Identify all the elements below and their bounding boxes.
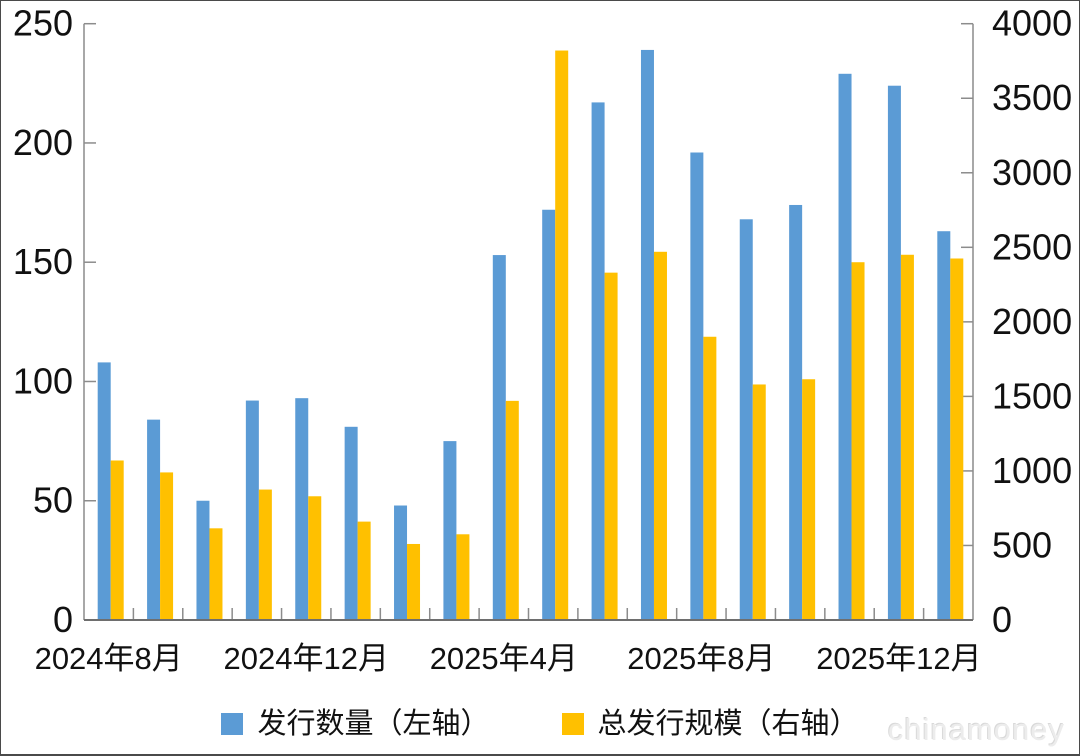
- bar-issuance-count: [937, 231, 951, 620]
- legend-item-issuance-count: 发行数量（左轴）: [221, 707, 490, 740]
- left-axis-tick-label: 200: [13, 122, 73, 163]
- bar-issuance-count: [394, 505, 408, 620]
- x-axis-label: 2025年4月: [430, 641, 578, 676]
- bar-total-scale: [950, 258, 964, 620]
- right-axis-tick-label: 0: [992, 599, 1012, 640]
- bar-issuance-count: [690, 152, 704, 620]
- bar-issuance-count: [591, 102, 605, 620]
- bar-total-scale: [357, 521, 371, 620]
- bar-issuance-count: [245, 400, 259, 620]
- bar-total-scale: [160, 472, 174, 620]
- bar-total-scale: [407, 543, 421, 620]
- bar-issuance-count: [443, 441, 457, 620]
- bar-total-scale: [308, 496, 322, 620]
- bar-issuance-count: [344, 426, 358, 620]
- left-axis-tick-label: 250: [13, 3, 73, 44]
- bar-total-scale: [505, 400, 519, 620]
- right-axis-tick-label: 2000: [992, 301, 1072, 342]
- bar-total-scale: [555, 50, 569, 620]
- left-axis-tick-label: 150: [13, 241, 73, 282]
- bar-total-scale: [456, 534, 470, 620]
- left-axis-tick-label: 0: [53, 599, 73, 640]
- right-axis-tick-label: 500: [992, 524, 1052, 565]
- bar-total-scale: [752, 384, 766, 620]
- bar-issuance-count: [147, 419, 161, 620]
- bar-total-scale: [604, 272, 618, 620]
- bar-total-scale: [802, 379, 816, 620]
- bar-chart-svg: 0501001502002500500100015002000250030003…: [13, 3, 1072, 676]
- legend: 发行数量（左轴） 总发行规模（右轴）: [1, 701, 1079, 747]
- right-axis-tick-label: 1500: [992, 375, 1072, 416]
- right-axis-tick-label: 4000: [992, 3, 1072, 44]
- legend-label-issuance-count: 发行数量（左轴）: [257, 707, 490, 740]
- bar-issuance-count: [196, 500, 210, 620]
- bar-issuance-count: [739, 219, 753, 620]
- bar-issuance-count: [295, 398, 309, 620]
- left-axis-tick-label: 50: [33, 480, 73, 521]
- right-axis-tick-label: 2500: [992, 226, 1072, 267]
- bar-total-scale: [900, 254, 914, 621]
- right-axis-tick-label: 3500: [992, 77, 1072, 118]
- bar-issuance-count: [887, 85, 901, 620]
- x-axis-label: 2024年12月: [224, 641, 389, 676]
- right-axis-tick-label: 1000: [992, 450, 1072, 491]
- bar-total-scale: [851, 262, 865, 620]
- right-axis-tick-label: 3000: [992, 152, 1072, 193]
- bar-issuance-count: [838, 73, 852, 621]
- bar-total-scale: [209, 528, 223, 620]
- bar-total-scale: [110, 460, 124, 620]
- legend-item-total-scale: 总发行规模（右轴）: [561, 707, 859, 740]
- bar-total-scale: [258, 489, 272, 620]
- bar-total-scale: [703, 336, 717, 620]
- x-axis-label: 2025年12月: [816, 641, 981, 676]
- bar-issuance-count: [97, 362, 111, 620]
- bar-issuance-count: [542, 209, 556, 620]
- x-axis-label: 2024年8月: [35, 641, 183, 676]
- legend-label-total-scale: 总发行规模（右轴）: [597, 707, 859, 740]
- legend-swatch-blue-icon: [221, 713, 244, 735]
- bar-issuance-count: [492, 255, 506, 621]
- legend-swatch-yellow-icon: [561, 713, 584, 735]
- bar-total-scale: [653, 251, 667, 621]
- left-axis-tick-label: 100: [13, 360, 73, 401]
- bar-issuance-count: [789, 204, 803, 620]
- bar-issuance-count: [640, 49, 654, 621]
- x-axis-label: 2025年8月: [627, 641, 775, 676]
